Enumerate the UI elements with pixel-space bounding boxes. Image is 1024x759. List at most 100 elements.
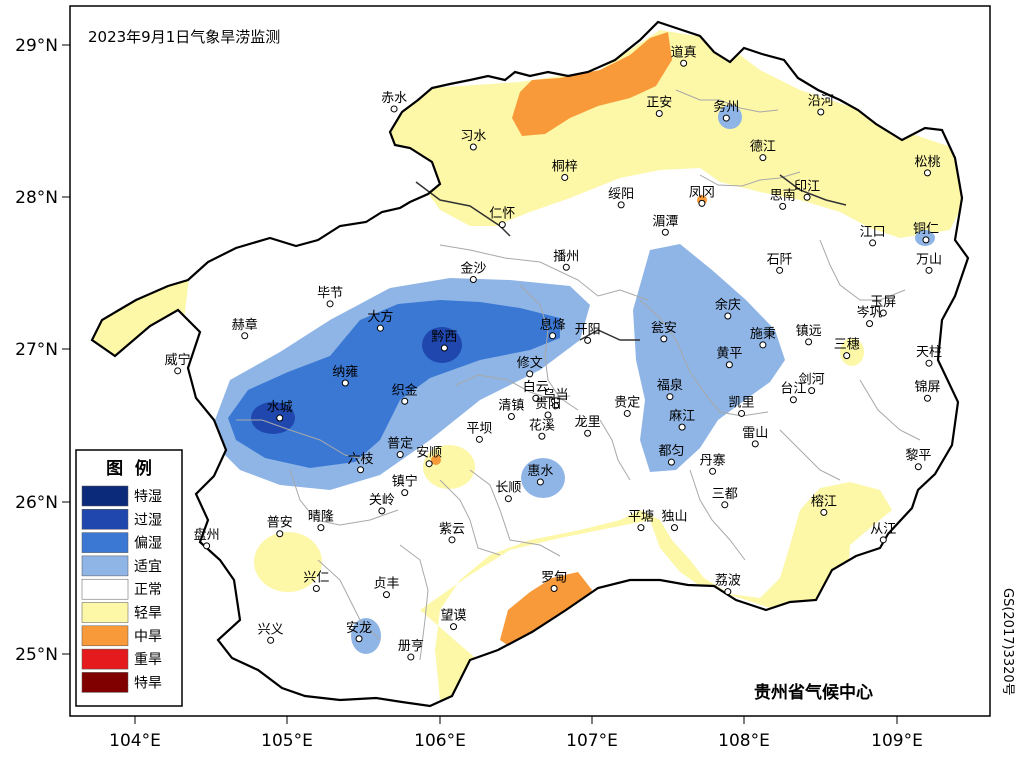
station-label: 台江 [780,382,806,397]
station-label: 大方 [367,309,393,325]
station-label: 丹寨 [700,452,726,468]
station-marker [544,411,552,419]
drought-moderate-north [512,32,672,136]
station-label: 赤水 [381,91,407,106]
organization-label: 贵州省气候中心 [754,682,873,703]
station-marker [925,359,933,367]
station: 开阳 [575,322,601,344]
station-marker [584,429,592,437]
station-label: 册亨 [398,638,424,654]
lon-tick-label: 109°E [871,731,923,751]
station-marker [507,412,515,420]
station: 贞丰 [373,577,399,599]
station-label: 施秉 [750,326,776,342]
station: 荔波 [715,574,741,596]
station: 晴隆 [308,510,334,532]
station-marker [538,432,546,440]
station-marker [448,536,456,544]
station-marker [241,332,249,340]
station-marker [817,108,825,116]
station: 六枝 [348,452,374,474]
station-label: 都匀 [658,444,684,459]
legend-swatch [81,532,129,553]
station-marker [390,105,398,113]
station-marker [378,507,386,515]
station-label: 三穗 [834,338,860,353]
station-label: 玉屏 [870,295,896,310]
station: 平塘 [628,509,654,532]
station-marker [549,332,557,340]
station-marker [724,588,732,596]
station-marker [475,435,483,443]
station-marker [925,266,933,274]
station: 岑巩 [857,306,883,328]
license-number: GS(2017)3320号 [1000,588,1015,696]
station-label: 道真 [671,45,697,60]
station-marker [820,508,828,516]
station-marker [678,423,686,431]
station-label: 三都 [712,487,738,502]
legend-swatch [81,485,129,507]
station-label: 普安 [267,516,293,531]
station-label: 纳雍 [332,364,358,380]
station: 白云 [523,379,549,402]
station: 务州 [713,99,739,122]
station-label: 罗甸 [541,571,567,586]
station: 丹寨 [700,452,726,475]
wet-suitable-huishui [521,458,565,498]
station: 望谟 [441,608,467,631]
station: 江口 [860,225,886,247]
station: 正安 [646,96,672,118]
station: 威宁 [165,352,191,375]
station-marker [561,173,569,181]
legend-swatch [81,578,129,600]
wet-suitable-anlong [351,618,381,654]
legend-label: 轻旱 [134,606,162,622]
station-label: 从江 [870,522,896,537]
station: 织金 [392,382,418,405]
station-label: 天柱 [916,345,942,360]
station: 长顺 [495,481,521,503]
station-label: 平坝 [466,421,492,436]
legend-swatch [81,555,129,577]
station-marker [203,542,211,550]
station-marker [617,201,625,209]
wet-over-weining [251,402,295,434]
lon-tick-label: 106°E [414,731,466,751]
station-label: 紫云 [439,522,465,537]
station: 施秉 [750,326,776,349]
station-marker [667,458,675,466]
station: 纳雍 [332,364,358,387]
station-label: 岑巩 [857,306,883,321]
station-marker [267,636,275,644]
legend-swatch [81,648,129,670]
station: 息烽 [540,317,566,340]
station-marker [803,193,811,201]
station: 黎平 [905,449,931,471]
station-marker [396,451,404,459]
station: 麻江 [669,409,695,431]
station-label: 盘州 [194,527,220,543]
station-marker [843,352,851,360]
legend-label: 中旱 [134,629,162,645]
station-label: 安顺 [416,446,442,461]
station-label: 关岭 [369,493,395,508]
station-marker [450,623,458,631]
station-label: 仁怀 [489,207,515,222]
station: 贵阳 [535,397,561,419]
station-label: 榕江 [811,494,837,509]
station-label: 独山 [661,510,687,525]
classified-regions [92,30,965,700]
station-label: 德江 [750,140,776,155]
station: 雷山 [742,426,768,448]
station-label: 乌当 [543,387,569,403]
station-label: 黄平 [716,347,742,362]
station: 玉屏 [870,295,896,317]
station-marker [623,409,631,417]
station-marker [759,341,767,349]
station: 修文 [517,356,543,378]
legend-swatch [81,625,129,647]
station-marker [922,236,930,244]
station: 龙里 [575,415,601,437]
station: 毕节 [317,286,343,308]
